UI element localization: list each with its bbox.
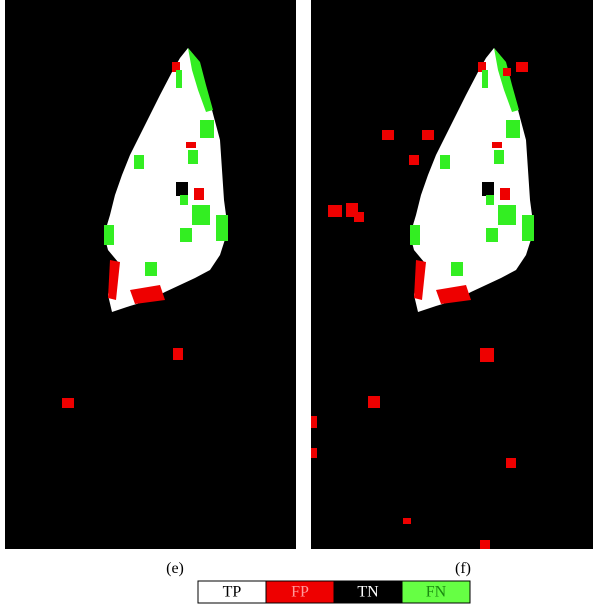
caption: (e): [166, 560, 184, 577]
page: (e) (f) TP FP TN FN (() => { const data …: [0, 0, 595, 608]
legend: TP FP TN FN: [198, 581, 470, 603]
caption: (f): [455, 560, 471, 577]
panel-e: [5, 0, 296, 549]
panel-f: [311, 0, 593, 549]
legend-label: FP: [291, 584, 309, 601]
figure: (e) (f) TP FP TN FN: [0, 0, 595, 608]
legend-label: FN: [426, 584, 447, 601]
legend-label: TP: [223, 584, 242, 601]
legend-label: TN: [357, 584, 379, 601]
